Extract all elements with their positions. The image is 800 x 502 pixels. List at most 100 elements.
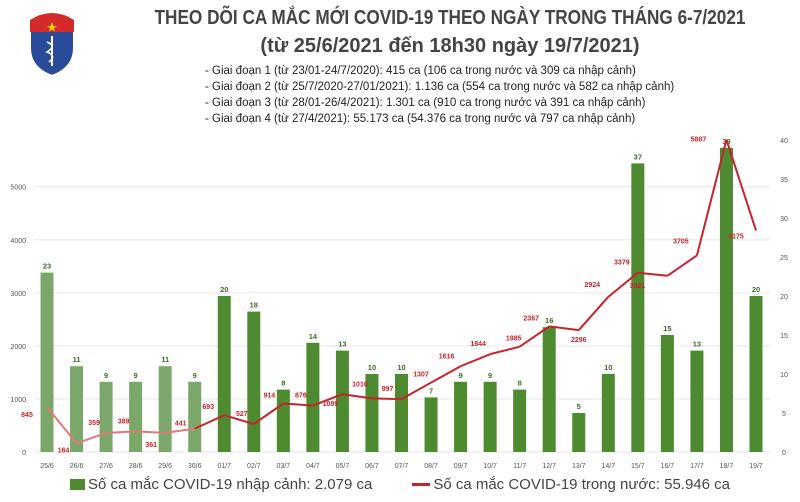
x-axis-tick-label: 09/7 bbox=[454, 463, 468, 470]
bar-data-label: 9 bbox=[458, 371, 462, 380]
line-data-label: 3321 bbox=[630, 283, 646, 290]
line-data-label: 1010 bbox=[352, 381, 368, 388]
bar-data-label: 9 bbox=[193, 371, 197, 380]
line-segment bbox=[725, 139, 757, 231]
left-axis-tick-label: 3000 bbox=[10, 291, 26, 298]
right-axis-tick-label: 0 bbox=[782, 450, 786, 457]
right-axis-tick-label: 35 bbox=[780, 177, 788, 184]
bar bbox=[513, 389, 527, 452]
line-data-label: 1307 bbox=[413, 372, 429, 379]
bar bbox=[129, 381, 143, 452]
line-data-label: 2924 bbox=[585, 282, 601, 289]
line-data-label: 164 bbox=[58, 447, 70, 454]
x-axis-tick-label: 28/6 bbox=[129, 463, 143, 470]
line-segment bbox=[165, 427, 195, 434]
x-axis-tick-label: 06/7 bbox=[365, 463, 379, 470]
line-segment bbox=[253, 402, 284, 425]
line-segment bbox=[135, 430, 166, 434]
bar bbox=[99, 381, 113, 452]
x-axis-tick-label: 16/7 bbox=[661, 463, 675, 470]
right-axis-tick-label: 20 bbox=[780, 294, 788, 301]
bar bbox=[70, 366, 84, 452]
line-data-label: 997 bbox=[382, 386, 394, 393]
x-axis-tick-label: 13/7 bbox=[572, 463, 586, 470]
line-data-label: 5887 bbox=[691, 137, 707, 144]
line-segment bbox=[666, 254, 698, 277]
line-segment bbox=[223, 414, 255, 425]
line-data-label: 845 bbox=[21, 412, 33, 419]
left-axis-tick-label: 0 bbox=[22, 450, 26, 457]
line-data-label: 2367 bbox=[523, 315, 539, 322]
right-axis-tick-label: 15 bbox=[780, 333, 788, 340]
line-data-label: 3379 bbox=[614, 260, 630, 267]
ministry-of-health-logo bbox=[22, 8, 82, 78]
x-axis-tick-label: 01/7 bbox=[217, 463, 231, 470]
line-data-label: 389 bbox=[118, 418, 130, 425]
bar bbox=[660, 335, 674, 452]
bar bbox=[306, 342, 320, 452]
line-segment bbox=[607, 271, 639, 298]
line-data-label: 876 bbox=[295, 393, 307, 400]
bar-data-label: 11 bbox=[161, 355, 169, 364]
bar-data-label: 9 bbox=[488, 371, 492, 380]
chart-subtitle: (từ 25/6/2021 đến 18h30 ngày 19/7/2021) bbox=[260, 35, 640, 57]
bar bbox=[365, 374, 379, 452]
legend-swatch-bar bbox=[69, 479, 85, 490]
x-axis-tick-label: 04/7 bbox=[306, 463, 320, 470]
line-segment bbox=[194, 414, 225, 430]
x-axis-tick-label: 25/6 bbox=[40, 463, 54, 470]
bar bbox=[454, 381, 468, 452]
line-segment bbox=[489, 345, 520, 356]
bar bbox=[158, 366, 172, 452]
bar-data-label: 9 bbox=[104, 371, 108, 380]
line-data-label: 693 bbox=[202, 404, 214, 411]
line-segment bbox=[460, 353, 491, 368]
line-data-label: 527 bbox=[236, 411, 248, 418]
x-axis-tick-label: 18/7 bbox=[720, 463, 734, 470]
bar bbox=[572, 413, 586, 452]
bar bbox=[631, 163, 645, 452]
bar bbox=[690, 350, 704, 452]
bar bbox=[395, 374, 408, 452]
bar-data-label: 16 bbox=[545, 316, 553, 325]
bar-data-label: 11 bbox=[73, 355, 81, 364]
line-data-label: 1985 bbox=[506, 336, 522, 343]
right-axis-tick-label: 25 bbox=[780, 255, 788, 262]
right-axis-tick-label: 30 bbox=[780, 216, 788, 223]
x-axis-tick-label: 30/6 bbox=[188, 463, 202, 470]
bar-data-label: 23 bbox=[43, 262, 51, 271]
bar-data-label: 9 bbox=[134, 371, 138, 380]
bar bbox=[217, 296, 231, 452]
legend: Số ca mắc COVID-19 nhập cảnh: 2.079 ca S… bbox=[0, 476, 800, 493]
x-axis-tick-label: 26/6 bbox=[70, 463, 84, 470]
line-segment bbox=[283, 402, 313, 407]
line-data-label: 361 bbox=[145, 442, 157, 449]
line-segment bbox=[371, 397, 402, 401]
line-segment bbox=[342, 393, 373, 400]
bar bbox=[719, 147, 733, 453]
line-segment bbox=[637, 271, 668, 277]
bar-data-label: 18 bbox=[250, 301, 258, 310]
left-axis-tick-label: 4000 bbox=[10, 238, 26, 245]
bar bbox=[542, 327, 556, 452]
x-axis-tick-label: 14/7 bbox=[601, 463, 615, 470]
bar bbox=[335, 350, 349, 452]
bar bbox=[247, 311, 261, 452]
line-segment bbox=[312, 393, 343, 407]
line-segment bbox=[76, 432, 107, 445]
phase-note: - Giai đoạn 3 (từ 28/01-26/4/2021): 1.30… bbox=[205, 97, 646, 109]
bar bbox=[483, 381, 497, 452]
line-segment bbox=[106, 430, 136, 434]
line-data-label: 914 bbox=[263, 393, 275, 400]
line-data-label: 359 bbox=[88, 420, 100, 427]
x-axis-tick-label: 17/7 bbox=[690, 463, 704, 470]
line-segment bbox=[695, 139, 728, 256]
bar-data-label: 8 bbox=[281, 379, 285, 388]
line-segment bbox=[430, 365, 462, 384]
line-segment bbox=[46, 406, 78, 444]
x-axis-tick-label: 10/7 bbox=[483, 463, 497, 470]
legend-label: Số ca mắc COVID-19 nhập cảnh: 2.079 ca bbox=[87, 476, 373, 493]
line-segment bbox=[578, 296, 610, 331]
bar-data-label: 8 bbox=[518, 379, 522, 388]
